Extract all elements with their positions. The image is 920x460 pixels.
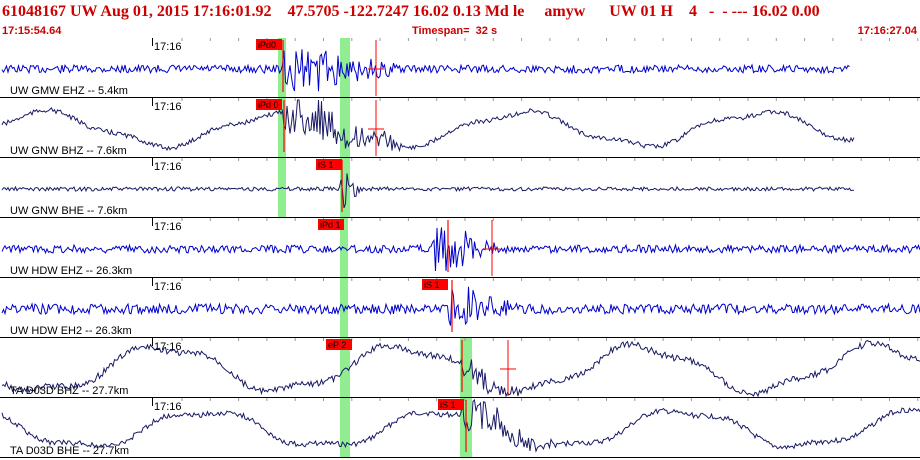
pick-label: iS 1	[440, 400, 456, 410]
waveform	[1, 173, 855, 209]
pick-flag	[316, 159, 342, 170]
station-label: UW HDW EH2 -- 26.3km	[10, 325, 132, 337]
pick-label: eP 2	[328, 340, 346, 350]
pick-window	[340, 98, 350, 158]
time-tick-label: 17:16	[154, 401, 182, 413]
timespan-label: Timespan= 32 s	[412, 25, 498, 37]
start-time: 17:15:54.64	[2, 25, 62, 37]
waveform	[1, 286, 920, 326]
trace-row[interactable]: 17:16 iS 1 UW HDW EH2 -- 26.3km	[0, 278, 920, 338]
station-label: UW GMW EHZ -- 5.4km	[10, 85, 128, 97]
waveform	[1, 340, 920, 398]
waveform	[1, 99, 855, 153]
pick-window	[278, 98, 286, 158]
trace-row[interactable]: 17:16 iPd 1 UW HDW EHZ -- 26.3km	[0, 218, 920, 278]
pick-label: iPd 1	[320, 220, 341, 230]
station-label: UW HDW EHZ -- 26.3km	[10, 265, 132, 277]
waveform	[1, 49, 850, 92]
pick-window	[340, 278, 348, 338]
pick-flag	[438, 399, 464, 410]
time-tick-label: 17:16	[154, 281, 182, 293]
pick-flag	[256, 39, 282, 50]
trace-row[interactable]: 17:16 eP 2TA D03D BHZ -- 27.7km	[0, 338, 920, 398]
station-label: UW GNW BHE -- 7.6km	[10, 205, 127, 217]
waveform	[1, 398, 920, 453]
event-header: 61048167 UW Aug 01, 2015 17:16:01.92 47.…	[0, 0, 920, 38]
pick-label: iS 1	[318, 160, 334, 170]
waveform	[1, 227, 920, 272]
pick-window	[340, 38, 350, 98]
pick-label: iPd 0	[258, 100, 279, 110]
pick-window	[340, 158, 350, 218]
pick-flag	[422, 279, 448, 290]
trace-row[interactable]: 17:16 iS 1 UW GNW BHE -- 7.6km	[0, 158, 920, 218]
trace-row[interactable]: 17:16 iPd0 UW GMW EHZ -- 5.4km	[0, 38, 920, 98]
time-tick-label: 17:16	[154, 161, 182, 173]
station-label: TA D03D BHZ -- 27.7km	[10, 385, 128, 397]
time-tick-label: 17:16	[154, 101, 182, 113]
time-tick-label: 17:16	[154, 221, 182, 233]
end-time: 17:16:27.04	[857, 25, 917, 37]
trace-row[interactable]: 17:16 iPd 0 UW GNW BHZ -- 7.6km	[0, 98, 920, 158]
trace-row[interactable]: 17:16 iS 1 TA D03D BHE -- 27.7km	[0, 398, 920, 458]
pick-window	[340, 398, 350, 458]
seismogram-panel[interactable]: 17:16 iPd0 UW GMW EHZ -- 5.4km 17:16 iPd 0 UW…	[0, 38, 920, 460]
pick-flag	[326, 339, 352, 350]
event-summary-title: 61048167 UW Aug 01, 2015 17:16:01.92 47.…	[2, 3, 820, 20]
pick-flag	[318, 219, 344, 230]
pick-label: iPd0	[258, 40, 276, 50]
pick-label: iS 1	[424, 280, 440, 290]
pick-window	[460, 338, 472, 398]
station-label: TA D03D BHE -- 27.7km	[10, 445, 129, 457]
station-label: UW GNW BHZ -- 7.6km	[10, 145, 127, 157]
pick-flag	[256, 99, 282, 110]
time-tick-label: 17:16	[154, 41, 182, 53]
